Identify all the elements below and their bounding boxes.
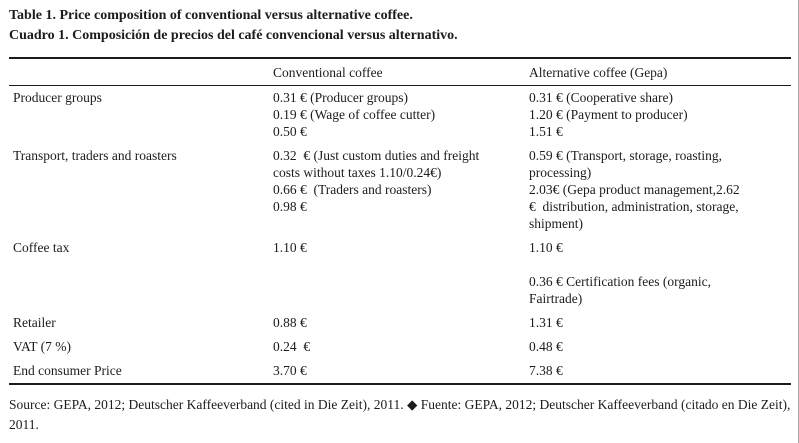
table-row: 0.36 € Certification fees (organic, Fairt… <box>9 260 791 311</box>
table-title-english: Table 1. Price composition of convention… <box>9 8 413 23</box>
price-composition-table: Conventional coffee Alternative coffee (… <box>9 57 791 385</box>
cell-line: 1.20 € (Payment to producer) <box>529 107 688 122</box>
cell-line: 0.19 € (Wage of coffee cutter) <box>273 107 436 122</box>
table-header: Conventional coffee Alternative coffee (… <box>9 58 791 86</box>
cell-line: 0.48 € <box>529 339 563 354</box>
column-header-alternative: Alternative coffee (Gepa) <box>529 58 791 86</box>
table-row: Coffee tax 1.10 € 1.10 € <box>9 236 791 260</box>
cell-line: Producer groups <box>13 90 102 105</box>
cell-line: € distribution, administration, storage, <box>529 199 739 214</box>
cell-line: 1.51 € <box>529 124 563 139</box>
cell-alternative: 0.59 € (Transport, storage, roasting, pro… <box>529 144 791 236</box>
cell-line: shipment) <box>529 216 583 231</box>
cell-line: 3.70 € <box>273 363 307 378</box>
cell-line: Transport, traders and roasters <box>13 148 177 163</box>
cell-label: VAT (7 %) <box>9 335 273 359</box>
table-row: End consumer Price 3.70 € 7.38 € <box>9 359 791 384</box>
table-row: Transport, traders and roasters 0.32 € (J… <box>9 144 791 236</box>
cell-line: 7.38 € <box>529 363 563 378</box>
cell-line: Retailer <box>13 315 56 330</box>
cell-line: End consumer Price <box>13 363 122 378</box>
cell-label: End consumer Price <box>9 359 273 384</box>
cell-line: 0.66 € (Traders and roasters) <box>273 182 432 197</box>
cell-line: 0.98 € <box>273 199 307 214</box>
cell-line: costs without taxes 1.10/0.24€) <box>273 165 442 180</box>
table-caption: Table 1. Price composition of convention… <box>9 6 789 46</box>
cell-conventional: 0.24 € <box>273 335 529 359</box>
cell-label: Producer groups <box>9 86 273 145</box>
cell-line: 0.31 € (Producer groups) <box>273 90 408 105</box>
cell-alternative: 0.48 € <box>529 335 791 359</box>
cell-alternative: 0.36 € Certification fees (organic, Fairt… <box>529 260 791 311</box>
cell-line: 1.10 € <box>273 240 307 255</box>
cell-line: Coffee tax <box>13 240 70 255</box>
cell-line: 1.31 € <box>529 315 563 330</box>
cell-line: 0.36 € Certification fees (organic, <box>529 274 711 289</box>
cell-line: processing) <box>529 165 592 180</box>
cell-line: 0.59 € (Transport, storage, roasting, <box>529 148 722 163</box>
cell-line: Fairtrade) <box>529 291 583 306</box>
cell-line: 0.88 € <box>273 315 307 330</box>
cell-alternative: 1.31 € <box>529 311 791 335</box>
cell-alternative: 7.38 € <box>529 359 791 384</box>
cell-conventional: 0.31 € (Producer groups) 0.19 € (Wage of … <box>273 86 529 145</box>
cell-conventional: 0.88 € <box>273 311 529 335</box>
cell-label: Coffee tax <box>9 236 273 260</box>
cell-line: 0.32 € (Just custom duties and freight <box>273 148 480 163</box>
column-header-blank <box>9 58 273 86</box>
cell-alternative: 0.31 € (Cooperative share) 1.20 € (Paymen… <box>529 86 791 145</box>
cell-label: Transport, traders and roasters <box>9 144 273 236</box>
table-row: VAT (7 %) 0.24 € 0.48 € <box>9 335 791 359</box>
cell-line: 2.03€ (Gepa product management,2.62 <box>529 182 740 197</box>
header-row: Conventional coffee Alternative coffee (… <box>9 58 791 86</box>
cell-conventional: 1.10 € <box>273 236 529 260</box>
source-note: Source: GEPA, 2012; Deutscher Kaffeeverb… <box>9 397 791 432</box>
cell-conventional: 0.32 € (Just custom duties and freight co… <box>273 144 529 236</box>
cell-conventional: 3.70 € <box>273 359 529 384</box>
table-row: Retailer 0.88 € 1.31 € <box>9 311 791 335</box>
table-body: Producer groups 0.31 € (Producer groups) 0… <box>9 86 791 385</box>
cell-line: 0.31 € (Cooperative share) <box>529 90 673 105</box>
cell-conventional <box>273 260 529 311</box>
table-row: Producer groups 0.31 € (Producer groups) 0… <box>9 86 791 145</box>
cell-label: Retailer <box>9 311 273 335</box>
cell-line: 0.24 € <box>273 339 311 354</box>
column-header-conventional: Conventional coffee <box>273 58 529 86</box>
table-title-spanish: Cuadro 1. Composición de precios del caf… <box>9 28 458 43</box>
cell-line: 0.50 € <box>273 124 307 139</box>
cell-line: VAT (7 %) <box>13 339 72 354</box>
cell-alternative: 1.10 € <box>529 236 791 260</box>
cell-line: 1.10 € <box>529 240 563 255</box>
cell-label <box>9 260 273 311</box>
